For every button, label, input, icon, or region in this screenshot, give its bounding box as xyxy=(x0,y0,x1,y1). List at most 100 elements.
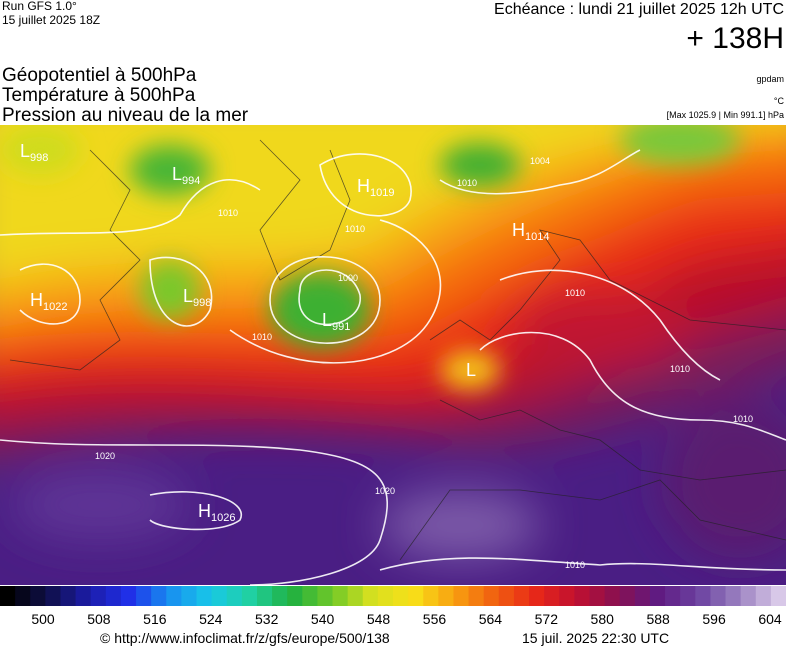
scale-swatch xyxy=(589,586,606,606)
scale-swatch xyxy=(574,586,590,606)
scale-swatch xyxy=(377,586,394,606)
center-value: 991 xyxy=(332,321,350,333)
scale-label: 516 xyxy=(143,611,167,627)
scale-swatch xyxy=(529,586,545,606)
scale-swatch xyxy=(680,586,696,606)
scale-swatch xyxy=(151,586,167,606)
scale-swatch xyxy=(544,586,560,606)
run-label: Run GFS 1.0° xyxy=(2,0,77,13)
lead-time: + 138H xyxy=(686,22,784,55)
field-title: Géopotentiel à 500hPa xyxy=(2,65,197,86)
center-value: 1014 xyxy=(525,231,549,243)
scale-swatch xyxy=(770,586,786,606)
isobar-label: 1020 xyxy=(375,486,395,496)
unit-label: gpdam xyxy=(756,74,784,84)
scale-swatch xyxy=(453,586,470,606)
scale-swatch xyxy=(317,586,334,606)
pressure-center: H1022 xyxy=(30,290,67,313)
scale-swatch xyxy=(256,586,273,606)
isobar-label: 1010 xyxy=(218,208,238,218)
scale-label: 580 xyxy=(591,611,615,627)
center-value: 1022 xyxy=(43,301,67,313)
center-value: 1019 xyxy=(370,187,394,199)
center-value: 1026 xyxy=(211,512,235,524)
scale-swatch xyxy=(468,586,485,606)
center-letter: H xyxy=(30,290,43,310)
scale-swatch xyxy=(740,586,757,606)
scale-label: 564 xyxy=(479,611,503,627)
scale-swatch xyxy=(362,586,379,606)
unit-label: °C xyxy=(774,96,785,106)
scale-label: 548 xyxy=(367,611,391,627)
scale-swatch xyxy=(30,586,46,606)
scale-swatch xyxy=(136,586,152,606)
echeance: Echéance : lundi 21 juillet 2025 12h UTC xyxy=(494,1,784,18)
scale-swatch xyxy=(287,586,303,606)
scale-swatch xyxy=(181,586,197,606)
isobar-label: 1010 xyxy=(670,364,690,374)
footer-url: © http://www.infoclimat.fr/z/gfs/europe/… xyxy=(100,630,390,646)
scale-label: 524 xyxy=(199,611,223,627)
scale-swatch xyxy=(302,586,318,606)
center-letter: H xyxy=(512,220,525,240)
run-date: 15 juillet 2025 18Z xyxy=(2,13,100,27)
scale-swatch xyxy=(649,586,666,606)
center-letter: L xyxy=(183,286,193,306)
center-letter: H xyxy=(198,501,211,521)
pressure-center: H1019 xyxy=(357,176,394,199)
pressure-center: L991 xyxy=(322,310,350,333)
scale-swatch xyxy=(725,586,742,606)
scale-swatch xyxy=(60,586,77,606)
scale-label: 500 xyxy=(31,611,55,627)
map-field xyxy=(0,125,786,585)
field-title: Température à 500hPa xyxy=(2,85,196,106)
scale-label: 588 xyxy=(646,611,670,627)
pressure-center: L xyxy=(466,360,476,380)
unit-label: [Max 1025.9 | Min 991.1] hPa xyxy=(667,110,784,120)
isobar-label: 1010 xyxy=(565,288,585,298)
color-scale: 500 508 516 524 532 540 548 556 564 572 580 588 596 6… xyxy=(0,586,786,627)
scale-swatch xyxy=(483,586,500,606)
scale-swatch xyxy=(559,586,575,606)
isobar-label: 1010 xyxy=(565,560,585,570)
scale-swatch xyxy=(90,586,107,606)
pressure-center: L994 xyxy=(172,164,200,187)
scale-swatch xyxy=(45,586,61,606)
scale-swatch xyxy=(634,586,651,606)
pressure-center: L998 xyxy=(20,141,48,164)
isobar-label: 1000 xyxy=(338,273,358,283)
scale-swatch xyxy=(75,586,92,606)
scale-swatch xyxy=(272,586,288,606)
scale-swatch xyxy=(196,586,213,606)
scale-swatch xyxy=(332,586,349,606)
scale-label: 540 xyxy=(311,611,335,627)
scale-label: 556 xyxy=(423,611,447,627)
isobar-label: 1004 xyxy=(530,156,550,166)
scale-swatch xyxy=(695,586,711,606)
center-letter: H xyxy=(357,176,370,196)
isobar-label: 1020 xyxy=(95,451,115,461)
scale-swatch xyxy=(755,586,772,606)
scale-swatch xyxy=(408,586,424,606)
scale-label: 604 xyxy=(758,611,782,627)
scale-swatch xyxy=(604,586,621,606)
center-value: 998 xyxy=(193,297,211,309)
scale-swatch xyxy=(438,586,454,606)
scale-swatch xyxy=(513,586,530,606)
center-letter: L xyxy=(172,164,182,184)
scale-swatch xyxy=(498,586,515,606)
center-value: 998 xyxy=(30,152,48,164)
scale-swatch xyxy=(710,586,727,606)
center-letter: L xyxy=(322,310,332,330)
scale-swatch xyxy=(166,586,182,606)
scale-swatch xyxy=(665,586,681,606)
scale-swatch xyxy=(105,586,122,606)
scale-swatch xyxy=(15,586,31,606)
isobar-label: 1010 xyxy=(345,224,365,234)
scale-swatch xyxy=(347,586,364,606)
isobar-label: 1010 xyxy=(252,332,272,342)
scale-swatch xyxy=(423,586,439,606)
scale-label: 532 xyxy=(255,611,279,627)
scale-swatch xyxy=(241,586,258,606)
